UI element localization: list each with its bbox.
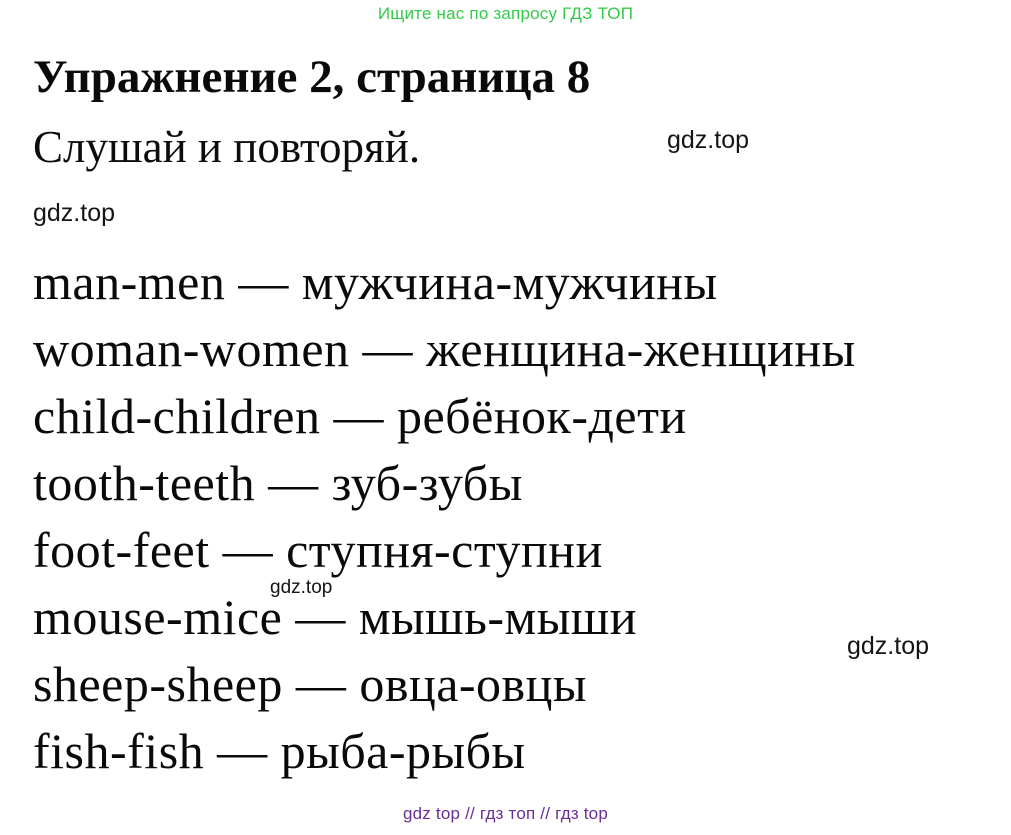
page-title: Упражнение 2, страница 8 [33,51,591,103]
word-pair-row: foot-feet — ступня-ступни [33,522,603,578]
word-pair-row: mouse-mice — мышь-мыши [33,589,638,645]
word-pair-row: child-children — ребёнок-дети [33,388,687,444]
footer-promo-text: gdz top // гдз топ // гдз top [403,804,608,823]
header-promo-text: Ищите нас по запросу ГДЗ ТОП [377,4,634,23]
word-pair-row: sheep-sheep — овца-овцы [33,656,588,712]
word-pair-row: fish-fish — рыба-рыбы [33,723,526,779]
word-pair-row: tooth-teeth — зуб-зубы [33,455,523,511]
word-pair-list: man-men — мужчина-мужчины woman-women — … [33,249,856,785]
word-pair-row: woman-women — женщина-женщины [33,321,856,377]
instruction-text: Слушай и повторяй. [33,122,421,172]
word-pair-row: man-men — мужчина-мужчины [33,254,718,310]
watermark-mid-right: gdz.top [847,632,930,660]
watermark-top-right: gdz.top [667,126,750,154]
watermark-small-mid: gdz.top [270,577,333,598]
watermark-left: gdz.top [33,199,116,227]
